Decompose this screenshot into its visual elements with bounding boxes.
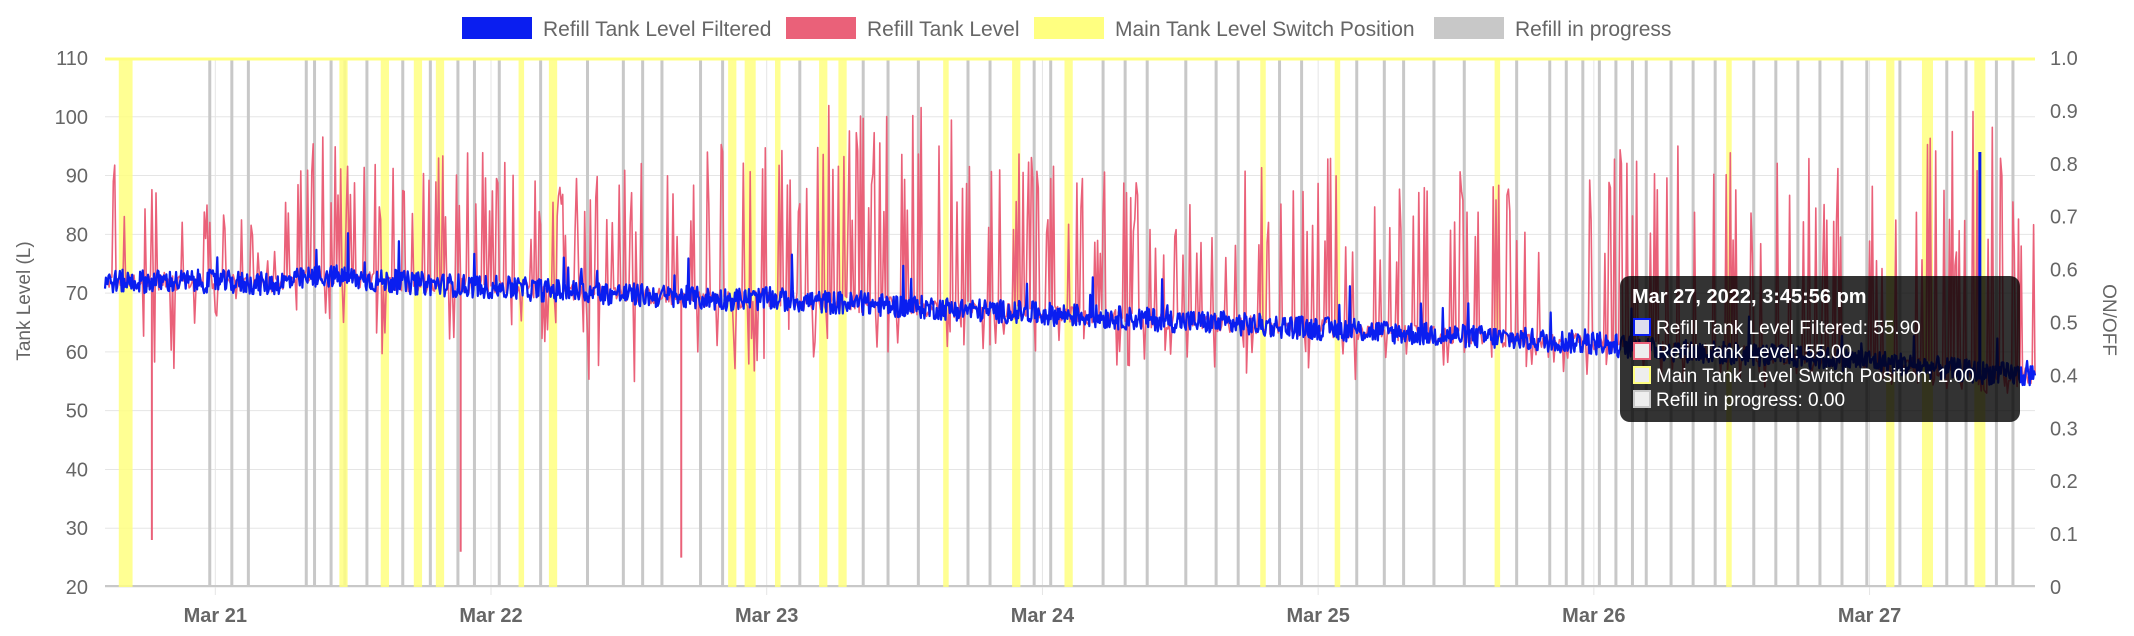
x-tick-label: Mar 21	[184, 605, 247, 627]
y2-tick-label: 0.1	[2050, 524, 2078, 546]
y2-tick-label: 0.4	[2050, 365, 2078, 387]
legend-swatch-refill[interactable]	[1434, 17, 1504, 39]
y2-tick-label: 1.0	[2050, 48, 2078, 70]
switch-interval	[728, 58, 737, 587]
y2-tick-label: 0	[2050, 577, 2061, 599]
tooltip-line-filtered: Refill Tank Level Filtered: 55.90	[1656, 318, 1921, 339]
switch-interval	[774, 58, 781, 587]
y2-tick-label: 0.5	[2050, 313, 2078, 335]
tooltip-swatch-switch	[1633, 366, 1651, 384]
switch-interval	[118, 58, 133, 587]
legend-label-refill[interactable]: Refill in progress	[1515, 18, 1671, 41]
y-tick-label: 90	[66, 166, 88, 188]
y-tick-label: 100	[55, 107, 88, 129]
switch-interval	[413, 58, 423, 587]
y-axis-right: 1.0 0.9 0.8 0.7 0.6 0.5 0.4 0.3 0.2 0.1 0	[2050, 48, 2078, 599]
tooltip-line-switch: Main Tank Level Switch Position: 1.00	[1656, 366, 1975, 387]
tooltip-swatch-refill	[1633, 390, 1651, 408]
y2-tick-label: 0.3	[2050, 418, 2078, 440]
switch-interval	[548, 58, 558, 587]
y2-tick-label: 0.2	[2050, 471, 2078, 493]
tooltip: Mar 27, 2022, 3:45:56 pm Refill Tank Lev…	[1620, 276, 2020, 422]
y-tick-label: 20	[66, 577, 88, 599]
switch-interval	[744, 58, 756, 587]
y-tick-label: 70	[66, 283, 88, 305]
tooltip-swatch-filtered	[1633, 318, 1651, 336]
switch-interval	[435, 58, 445, 587]
switch-interval	[838, 58, 847, 587]
y-axis-left: 110 100 90 80 70 60 50 40 30 20	[55, 48, 88, 599]
refill-tank-level-line	[104, 104, 2036, 394]
y2-tick-label: 0.9	[2050, 101, 2078, 123]
y-tick-label: 80	[66, 224, 88, 246]
legend-label-level[interactable]: Refill Tank Level	[867, 18, 1020, 41]
refill-tank-level-series	[104, 104, 2036, 558]
switch-interval	[819, 58, 828, 587]
y-tick-label: 30	[66, 518, 88, 540]
x-tick-label: Mar 24	[1011, 605, 1075, 627]
x-tick-label: Mar 22	[459, 605, 522, 627]
y-tick-label: 50	[66, 401, 88, 423]
y2-tick-label: 0.6	[2050, 260, 2078, 282]
y2-tick-label: 0.7	[2050, 207, 2078, 229]
legend: Refill Tank Level Filtered Refill Tank L…	[462, 17, 1671, 41]
x-tick-label: Mar 23	[735, 605, 798, 627]
legend-swatch-switch[interactable]	[1034, 17, 1104, 39]
x-tick-label: Mar 26	[1562, 605, 1625, 627]
x-tick-label: Mar 27	[1838, 605, 1901, 627]
switch-interval	[1064, 58, 1073, 587]
y-tick-label: 40	[66, 459, 88, 481]
legend-swatch-filtered[interactable]	[462, 17, 532, 39]
y-axis-left-title: Tank Level (L)	[14, 241, 35, 360]
y-tick-label: 60	[66, 342, 88, 364]
x-tick-label: Mar 25	[1286, 605, 1349, 627]
switch-interval	[518, 58, 525, 587]
y-axis-right-title: ON/OFF	[2098, 284, 2119, 356]
tooltip-line-refill: Refill in progress: 0.00	[1656, 390, 1845, 411]
legend-label-filtered[interactable]: Refill Tank Level Filtered	[543, 18, 771, 41]
tooltip-swatch-level	[1633, 342, 1651, 360]
tooltip-title: Mar 27, 2022, 3:45:56 pm	[1632, 286, 1867, 308]
tooltip-background	[1620, 276, 2020, 422]
legend-swatch-level[interactable]	[786, 17, 856, 39]
y2-tick-label: 0.8	[2050, 154, 2078, 176]
legend-label-switch[interactable]: Main Tank Level Switch Position	[1115, 18, 1415, 41]
x-axis: Mar 21 Mar 22 Mar 23 Mar 24 Mar 25 Mar 26 Mar …	[184, 587, 1901, 627]
y-tick-label: 110	[56, 48, 88, 70]
tooltip-line-level: Refill Tank Level: 55.00	[1656, 342, 1852, 363]
